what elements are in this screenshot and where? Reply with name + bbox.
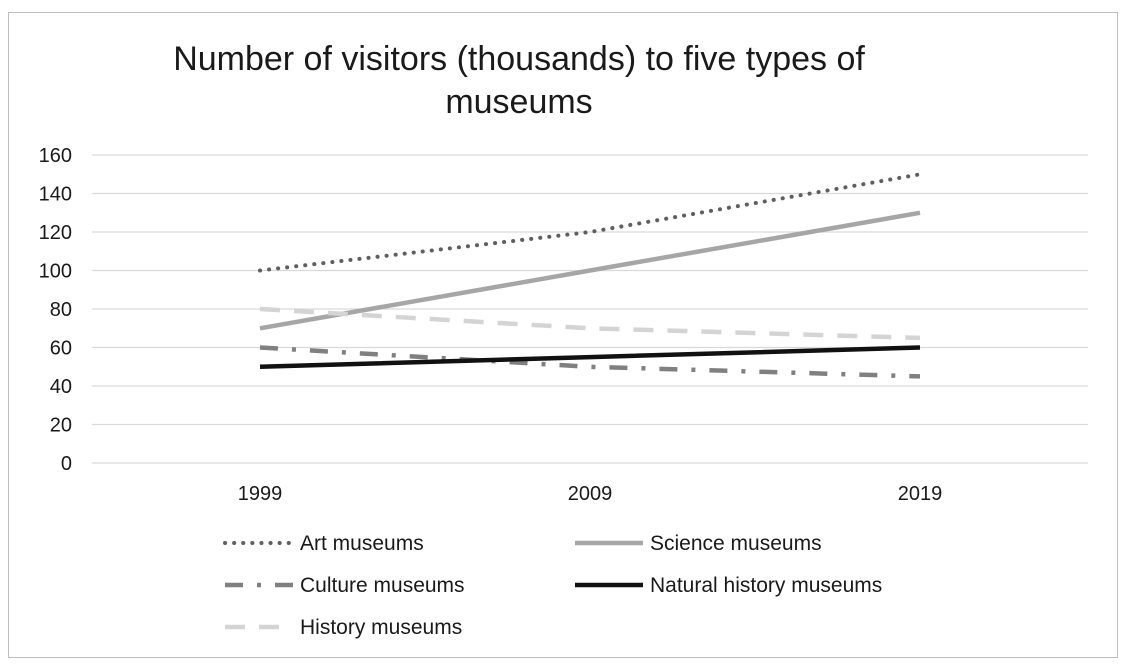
legend-item: History museums [225,616,462,639]
y-tick-label: 160 [39,145,72,167]
legend-label: Science museums [650,532,822,555]
y-tick-label: 120 [39,222,72,244]
y-tick-label: 20 [50,415,72,437]
legend-item: Art museums [223,532,424,555]
x-tick-label: 2009 [568,483,613,505]
chart-title-line2: museums [445,83,592,121]
legend-label: Art museums [300,532,424,555]
y-tick-label: 60 [50,338,72,360]
legend-item: Natural history museums [575,574,882,597]
legend-item: Science museums [575,532,822,555]
series-line-history-museums [259,306,921,341]
series-line-natural-history-museums [259,345,921,370]
series-line-art-museums [258,172,922,273]
x-tick-label: 2019 [898,483,943,505]
y-tick-label: 100 [39,261,72,283]
legend-item: Culture museums [225,574,465,597]
chart-frame [8,12,1118,658]
legend-label: Natural history museums [650,574,882,597]
y-tick-label: 80 [50,299,72,321]
chart-title-line1: Number of visitors (thousands) to five t… [173,40,865,78]
y-tick-label: 140 [39,184,72,206]
series-line-science-museums [259,210,921,331]
legend-label: Culture museums [300,574,465,597]
y-tick-label: 0 [61,453,72,475]
legend-label: History museums [300,616,462,639]
y-tick-label: 40 [50,376,72,398]
series-line-culture-museums [259,345,921,379]
x-tick-label: 1999 [238,483,283,505]
